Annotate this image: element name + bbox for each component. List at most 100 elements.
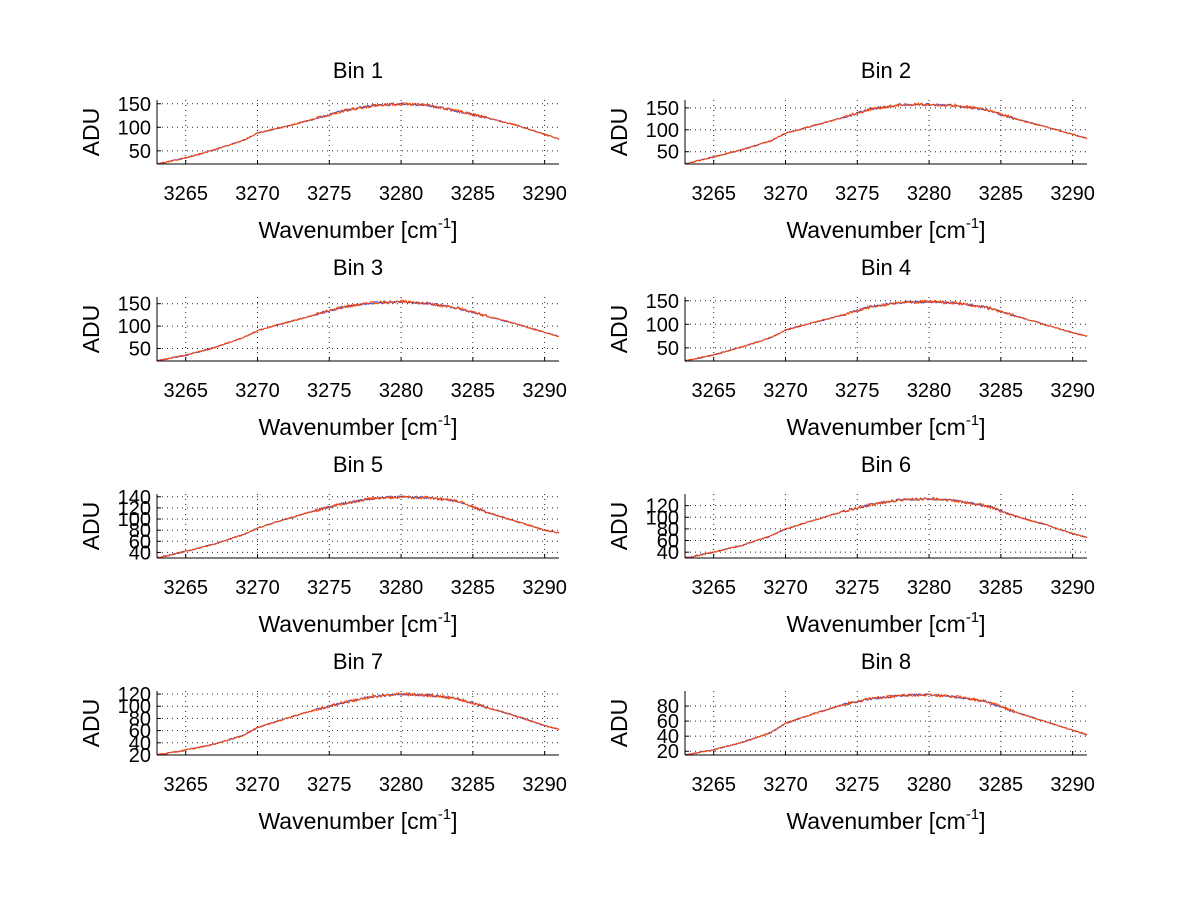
y-axis-label: ADU	[606, 502, 632, 551]
subplot-bin-5: Bin 5 3265 3270 3275 3280 3285 3290 40608010012…	[78, 452, 567, 637]
x-tick-label: 3265	[163, 577, 208, 599]
x-axis-label: Wavenumber [cm-1]	[258, 215, 457, 243]
x-axis-label-main: Wavenumber [cm	[258, 217, 437, 243]
x-axis-label-sup: -1	[966, 806, 979, 823]
subplot-bin-7: Bin 7 3265 3270 3275 3280 3285 3290 20406080100…	[78, 649, 567, 834]
x-axis-label-main: Wavenumber [cm	[786, 217, 965, 243]
x-tick-label: 3265	[163, 774, 208, 796]
y-tick-label: 60	[657, 531, 679, 553]
y-tick-label: 60	[129, 531, 151, 553]
x-tick-label: 3285	[451, 380, 496, 402]
x-axis-label-main: Wavenumber [cm	[786, 611, 965, 637]
x-tick-label: 3290	[522, 577, 567, 599]
x-tick-label: 3280	[907, 183, 952, 205]
y-tick-label: 50	[657, 142, 679, 164]
y-tick-label: 60	[129, 721, 151, 743]
y-tick-label: 150	[118, 94, 151, 116]
y-tick-label: 40	[129, 733, 151, 755]
y-tick-label: 80	[657, 519, 679, 541]
x-axis-label: Wavenumber [cm-1]	[258, 609, 457, 637]
series-line-2	[684, 102, 1088, 165]
y-tick-label: 100	[646, 507, 679, 529]
series-line-2	[156, 101, 560, 165]
x-tick-label: 3280	[379, 774, 424, 796]
x-axis-label: Wavenumber [cm-1]	[786, 806, 985, 834]
x-axis-label-end: ]	[979, 414, 985, 440]
series-line-2	[684, 299, 1088, 362]
x-tick-label: 3275	[307, 577, 352, 599]
y-tick-label: 80	[129, 520, 151, 542]
y-tick-label: 20	[129, 745, 151, 767]
x-tick-label: 3285	[979, 380, 1024, 402]
x-tick-label: 3290	[1050, 774, 1095, 796]
series-line-2	[156, 495, 560, 559]
y-tick-label: 120	[118, 498, 151, 520]
x-tick-label: 3285	[979, 577, 1024, 599]
chart-title: Bin 1	[333, 58, 383, 83]
y-tick-label: 100	[118, 117, 151, 139]
x-axis-label-end: ]	[451, 808, 457, 834]
x-tick-label: 3270	[235, 774, 280, 796]
y-tick-label: 100	[118, 316, 151, 338]
y-tick-label: 80	[129, 708, 151, 730]
x-tick-label: 3275	[835, 577, 880, 599]
y-axis-label: ADU	[606, 699, 632, 748]
x-tick-label: 3270	[763, 183, 808, 205]
x-tick-label: 3275	[835, 380, 880, 402]
chart-title: Bin 4	[861, 255, 911, 280]
chart-title: Bin 7	[333, 649, 383, 674]
x-tick-label: 3280	[379, 380, 424, 402]
x-axis-label: Wavenumber [cm-1]	[258, 806, 457, 834]
x-tick-label: 3275	[307, 380, 352, 402]
x-axis-label-sup: -1	[966, 412, 979, 429]
chart-title: Bin 5	[333, 452, 383, 477]
series-line-2	[156, 691, 560, 756]
x-axis-label-sup: -1	[438, 215, 451, 232]
x-tick-label: 3280	[379, 183, 424, 205]
x-axis-label: Wavenumber [cm-1]	[786, 412, 985, 440]
x-tick-label: 3270	[763, 577, 808, 599]
y-tick-label: 150	[646, 98, 679, 120]
y-tick-label: 150	[118, 294, 151, 316]
y-tick-label: 100	[118, 696, 151, 718]
subplot-bin-6: Bin 6 3265 3270 3275 3280 3285 3290 40608010012…	[606, 452, 1095, 637]
x-tick-label: 3285	[451, 183, 496, 205]
y-tick-label: 50	[129, 338, 151, 360]
x-axis-label-end: ]	[451, 414, 457, 440]
x-axis-label-main: Wavenumber [cm	[258, 611, 437, 637]
x-axis-label-sup: -1	[966, 215, 979, 232]
series-line-2	[684, 496, 1088, 559]
y-tick-label: 80	[657, 696, 679, 718]
y-axis-label: ADU	[78, 305, 104, 354]
x-axis-label-sup: -1	[966, 609, 979, 626]
x-tick-label: 3290	[522, 774, 567, 796]
x-tick-label: 3265	[163, 380, 208, 402]
y-axis-label: ADU	[606, 305, 632, 354]
y-axis-label: ADU	[78, 502, 104, 551]
x-tick-label: 3285	[451, 774, 496, 796]
y-tick-label: 100	[646, 120, 679, 142]
x-tick-label: 3285	[451, 577, 496, 599]
y-tick-label: 150	[646, 291, 679, 313]
x-tick-label: 3275	[835, 774, 880, 796]
x-tick-label: 3290	[522, 380, 567, 402]
chart-title: Bin 6	[861, 452, 911, 477]
chart-title: Bin 3	[333, 255, 383, 280]
x-tick-label: 3270	[763, 380, 808, 402]
y-axis-label: ADU	[78, 108, 104, 157]
x-tick-label: 3270	[235, 577, 280, 599]
x-tick-label: 3270	[235, 380, 280, 402]
x-axis-label-end: ]	[979, 217, 985, 243]
y-tick-label: 100	[118, 509, 151, 531]
y-axis-label: ADU	[78, 699, 104, 748]
x-axis-label-sup: -1	[438, 806, 451, 823]
x-tick-label: 3270	[763, 774, 808, 796]
x-axis-label-main: Wavenumber [cm	[786, 808, 965, 834]
x-axis-label-main: Wavenumber [cm	[258, 414, 437, 440]
x-tick-label: 3275	[835, 183, 880, 205]
x-tick-label: 3265	[163, 183, 208, 205]
